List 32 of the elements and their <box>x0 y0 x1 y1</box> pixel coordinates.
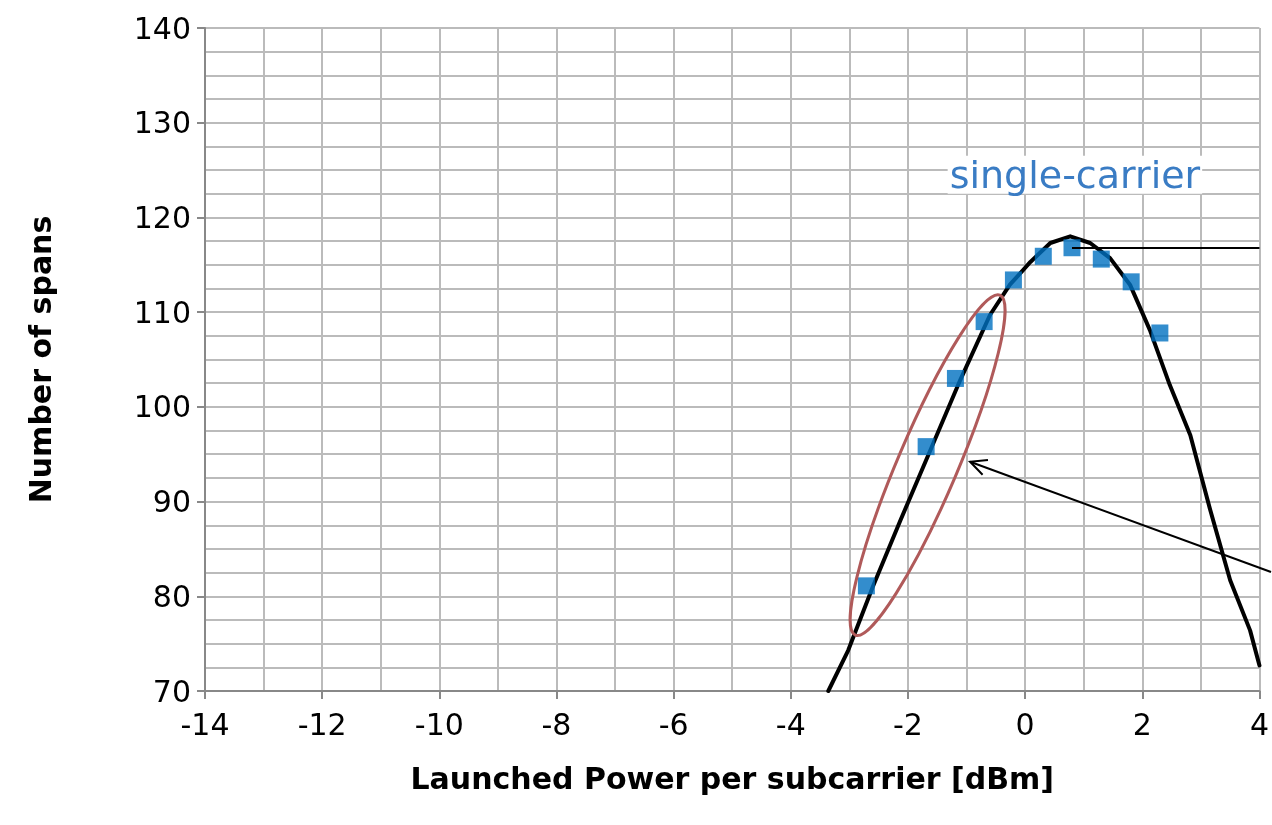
x-tick-label: 2 <box>1132 706 1152 742</box>
y-tick-label: 130 <box>133 105 191 141</box>
point <box>975 313 993 331</box>
point <box>1034 247 1052 265</box>
x-tick-label: 0 <box>1015 706 1035 742</box>
x-axis-title: Launched Power per subcarrier [dBm] <box>410 760 1055 796</box>
x-tick-label: -2 <box>893 706 923 742</box>
point <box>1004 271 1022 289</box>
point <box>1151 324 1169 342</box>
line-series <box>826 234 1262 693</box>
annotation: single-carrier <box>949 152 1201 197</box>
y-tick-label: 90 <box>152 484 191 520</box>
x-tick-label: -12 <box>297 706 347 742</box>
point <box>1122 273 1140 291</box>
point <box>1092 250 1110 268</box>
x-tick-label: 4 <box>1249 706 1269 742</box>
y-tick-label: 110 <box>133 294 191 330</box>
x-tick-label: -10 <box>414 706 464 742</box>
point <box>946 369 964 387</box>
y-tick-label: 100 <box>133 389 191 425</box>
point <box>917 438 935 456</box>
x-tick-label: -6 <box>658 706 689 742</box>
point <box>1063 239 1081 257</box>
x-tick-label: -14 <box>180 706 230 742</box>
x-tick-label: -4 <box>775 706 806 742</box>
y-axis-title: Number of spans <box>22 215 58 504</box>
point <box>857 577 875 595</box>
y-tick-label: 120 <box>133 199 191 235</box>
y-tick-label: 140 <box>133 10 191 46</box>
x-tick-label: -8 <box>541 706 572 742</box>
y-tick-label: 70 <box>152 673 191 709</box>
y-tick-label: 80 <box>152 578 191 614</box>
